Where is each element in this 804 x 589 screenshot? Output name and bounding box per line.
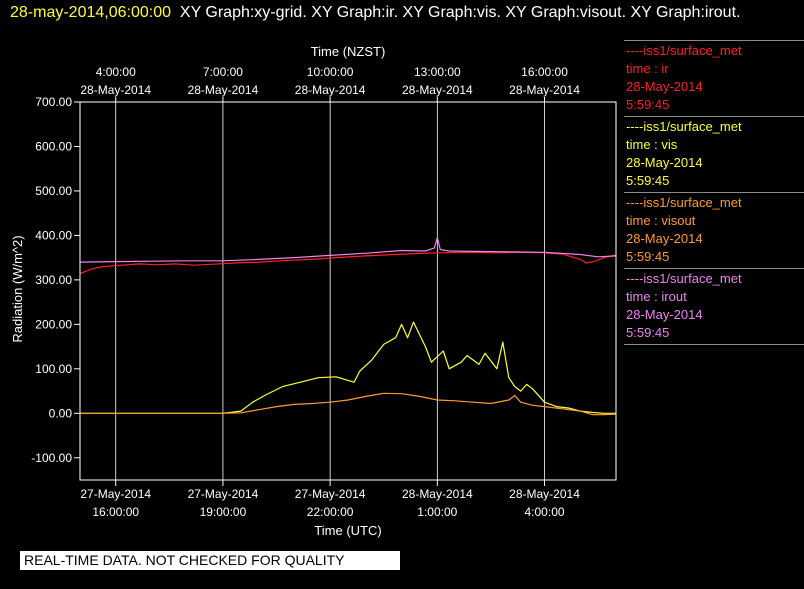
legend-date: 28-May-2014 (626, 231, 703, 246)
top-tick-time: 4:00:00 (96, 65, 136, 79)
x-tick-date: 27-May-2014 (188, 487, 259, 501)
y-tick-label: 500.00 (35, 184, 72, 198)
top-tick-time: 16:00:00 (521, 65, 568, 79)
top-tick-time: 10:00:00 (307, 65, 354, 79)
y-tick-label: 100.00 (35, 362, 72, 376)
tick-labels: 27-May-2014 16:00:00 4:00:00 28-May-2014 27-… (31, 65, 580, 519)
y-tick-label: 700.00 (35, 95, 72, 109)
plot-frame (79, 101, 617, 481)
top-tick-time: 13:00:00 (414, 65, 461, 79)
legend-name: ----iss1/surface_met (626, 43, 742, 58)
y-tick-label: 0.00 (49, 406, 73, 420)
legend-name: ----iss1/surface_met (626, 195, 742, 210)
legend-field: time : irout (626, 289, 687, 304)
legend-time: 5:59:45 (626, 325, 670, 340)
timestamp: 28-may-2014,06:00:00 (10, 4, 171, 21)
legend-date: 28-May-2014 (626, 79, 703, 94)
legend-name: ----iss1/surface_met (626, 119, 742, 134)
legend-name: ----iss1/surface_met (626, 271, 742, 286)
gridlines (115, 102, 545, 480)
x-tick-time: 22:00:00 (307, 505, 354, 519)
x-tick-date: 28-May-2014 (509, 487, 580, 501)
x-tick-date: 27-May-2014 (80, 487, 151, 501)
series-line-ir (79, 251, 617, 275)
top-tick-date: 28-May-2014 (188, 83, 259, 97)
top-tick-time: 7:00:00 (203, 65, 243, 79)
graph-header: 28-may-2014,06:00:00 XY Graph:xy-grid. X… (10, 2, 800, 24)
x-tick-date: 27-May-2014 (295, 487, 366, 501)
legend-field: time : vis (626, 137, 678, 152)
top-tick-date: 28-May-2014 (402, 83, 473, 97)
x-axis-title: Time (UTC) (314, 523, 381, 538)
y-tick-label: 400.00 (35, 228, 72, 242)
top-tick-date: 28-May-2014 (295, 83, 366, 97)
x-tick-time: 16:00:00 (92, 505, 139, 519)
legend-date: 28-May-2014 (626, 307, 703, 322)
legend-time: 5:59:45 (626, 249, 670, 264)
top-axis-title-group: Time (NZST) (311, 44, 386, 59)
legend-time: 5:59:45 (626, 97, 670, 112)
y-tick-label: 300.00 (35, 273, 72, 287)
x-tick-time: 19:00:00 (200, 505, 247, 519)
data-series (79, 237, 617, 416)
y-axis-title: Radiation (W/m^2) (10, 235, 25, 342)
top-tick-date: 28-May-2014 (80, 83, 151, 97)
legend-time: 5:59:45 (626, 173, 670, 188)
y-tick-label: -100.00 (31, 451, 72, 465)
y-tick-label: 600.00 (35, 139, 72, 153)
series-line-irout (79, 237, 617, 263)
series-line-vis (80, 321, 616, 414)
x-tick-date: 28-May-2014 (402, 487, 473, 501)
y-tick-label: 200.00 (35, 317, 72, 331)
quality-disclaimer: REAL-TIME DATA. NOT CHECKED FOR QUALITY (20, 551, 400, 570)
legend-date: 28-May-2014 (626, 155, 703, 170)
top-axis-title: Time (NZST) (311, 44, 386, 59)
graph-list: XY Graph:xy-grid. XY Graph:ir. XY Graph:… (179, 4, 741, 21)
x-tick-time: 1:00:00 (417, 505, 457, 519)
x-tick-time: 4:00:00 (525, 505, 565, 519)
legend: ----iss1/surface_met time : ir 28-May-2014… (624, 40, 804, 345)
top-tick-date: 28-May-2014 (509, 83, 580, 97)
legend-field: time : ir (626, 61, 669, 76)
series-line-visout (80, 392, 617, 416)
legend-field: time : visout (626, 213, 696, 228)
